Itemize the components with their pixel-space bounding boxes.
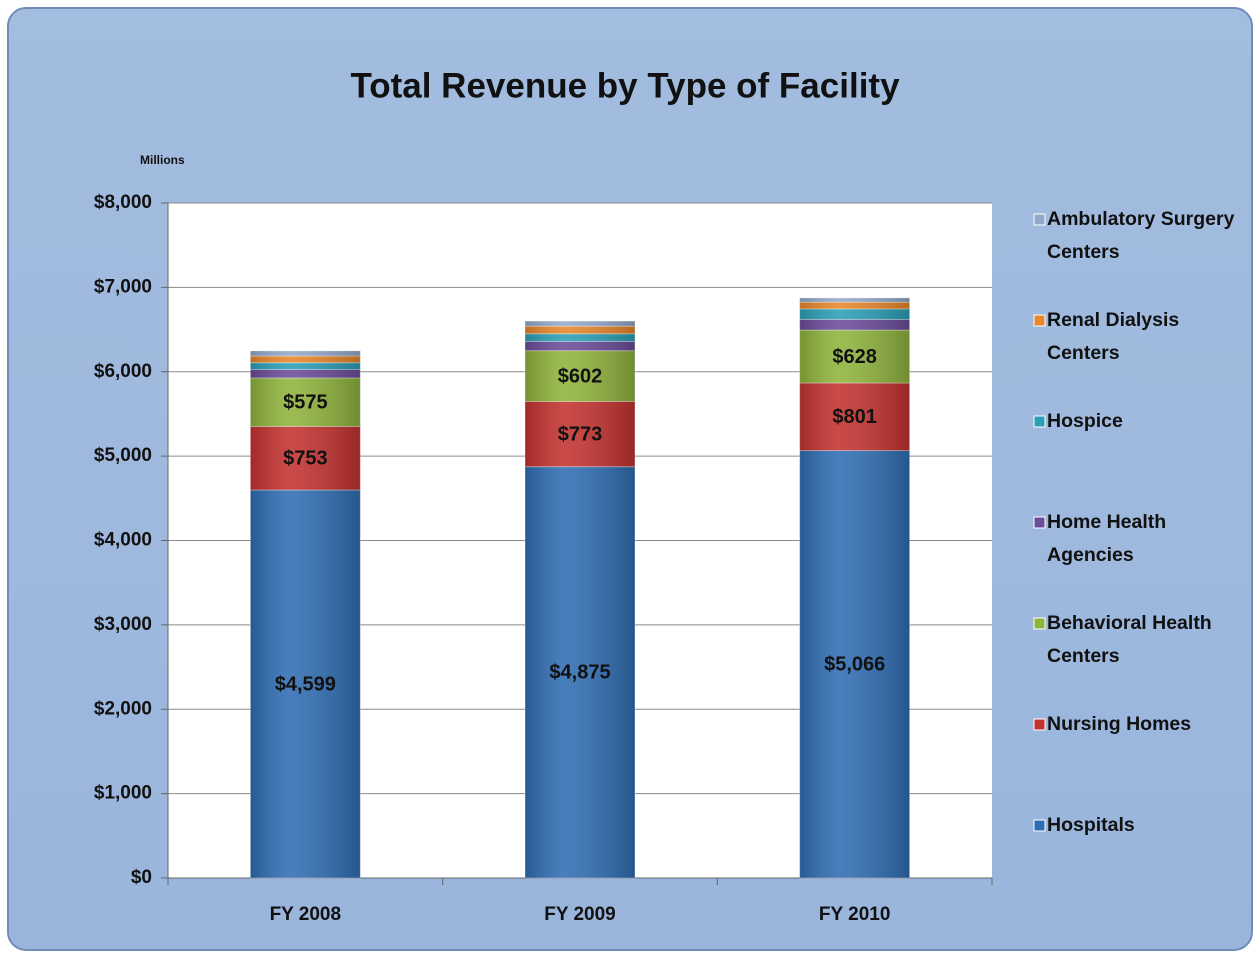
legend-swatch [1033, 213, 1046, 226]
bar-segment [249, 355, 361, 364]
y-tick-label: $5,000 [94, 445, 152, 466]
bar-segment [249, 350, 361, 357]
legend-label: Renal Dialysis Centers [1047, 309, 1179, 364]
y-tick-label: $1,000 [94, 783, 152, 804]
legend-swatch [1033, 415, 1046, 428]
y-tick-label: $2,000 [94, 698, 152, 719]
legend-label: Home Health Agencies [1047, 511, 1166, 566]
bar-segment [249, 368, 361, 379]
data-label: $753 [283, 447, 328, 469]
legend-label: Nursing Homes [1047, 713, 1191, 735]
legend-label: Behavioral Health Centers [1047, 612, 1212, 667]
legend-label: Ambulatory Surgery Centers [1047, 208, 1235, 263]
bar-segment [524, 325, 636, 335]
y-tick-label: $7,000 [94, 276, 152, 297]
data-label: $4,599 [275, 673, 336, 695]
legend-swatch [1033, 617, 1046, 630]
data-label: $628 [832, 346, 877, 368]
legend-swatch [1033, 314, 1046, 327]
y-tick-label: $6,000 [94, 361, 152, 382]
y-tick-label: $3,000 [94, 614, 152, 635]
data-label: $773 [558, 423, 603, 445]
bar-segment [799, 318, 911, 331]
x-tick-label: FY 2009 [544, 904, 615, 925]
bar-segment [799, 308, 911, 320]
x-tick-label: FY 2010 [819, 904, 890, 925]
legend-label: Hospice [1047, 410, 1123, 432]
x-tick-label: FY 2008 [270, 904, 341, 925]
bar-segment [799, 301, 911, 310]
legend-label: Hospitals [1047, 814, 1135, 836]
legend-swatch [1033, 819, 1046, 832]
y-tick-label: $0 [131, 867, 152, 888]
y-tick-label: $8,000 [94, 192, 152, 213]
bar-segment [524, 333, 636, 342]
legend-swatch [1033, 516, 1046, 529]
y-tick-label: $4,000 [94, 530, 152, 551]
bar-segment [524, 340, 636, 352]
chart-title: Total Revenue by Type of Facility [350, 66, 900, 105]
data-label: $801 [832, 406, 877, 428]
bar-segment [799, 297, 911, 303]
bar-segment [249, 362, 361, 370]
data-label: $575 [283, 391, 328, 413]
data-label: $602 [558, 365, 603, 387]
data-label: $5,066 [824, 654, 885, 676]
data-label: $4,875 [549, 662, 610, 684]
bar-segment [524, 320, 636, 327]
legend-swatch [1033, 718, 1046, 731]
y-unit-label: Millions [140, 153, 185, 167]
